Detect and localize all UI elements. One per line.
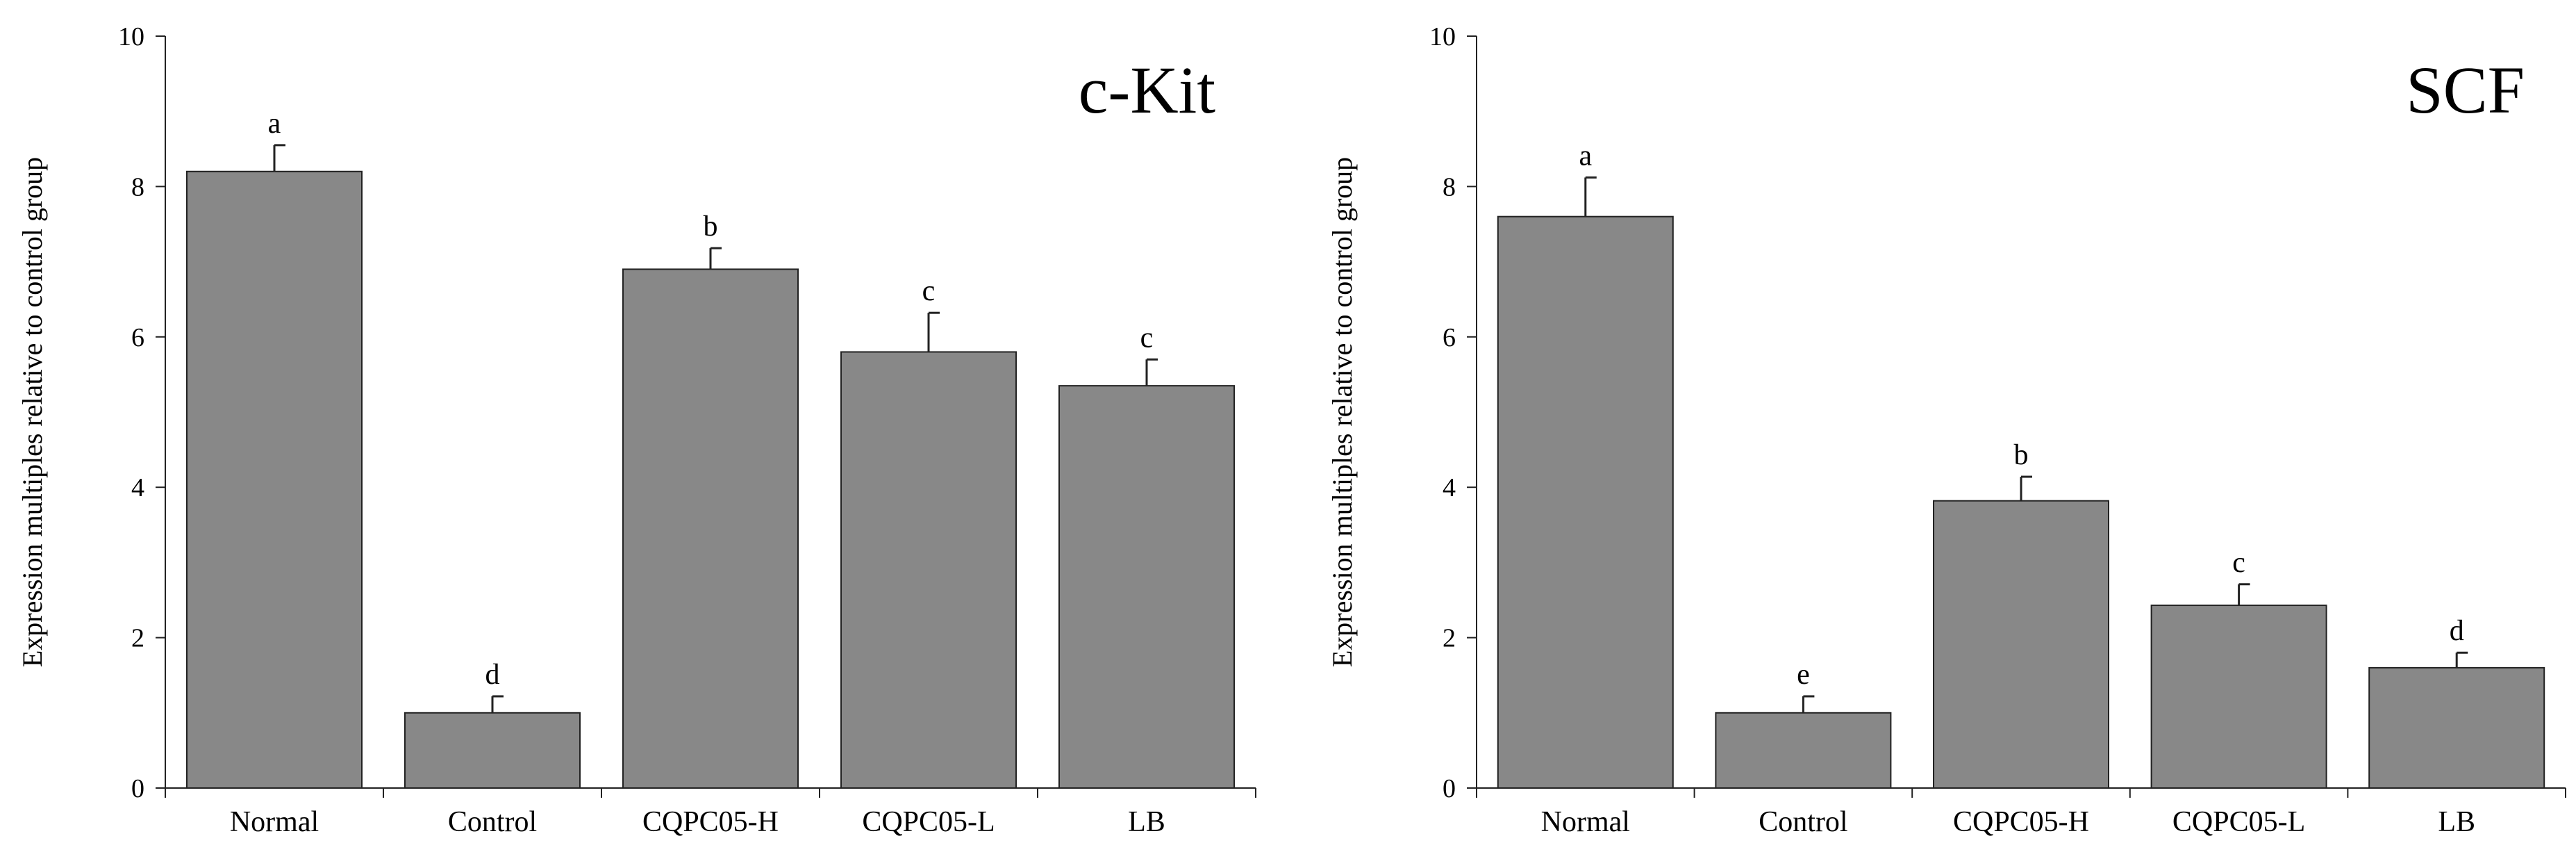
significance-label: b — [704, 211, 718, 243]
x-tick-label: CQPC05-H — [1953, 806, 2089, 838]
x-tick-label: CQPC05-L — [2172, 806, 2305, 838]
bar-lb — [2368, 666, 2545, 789]
x-tick-label: LB — [1128, 806, 1165, 838]
x-tick-label: Control — [448, 806, 537, 838]
bar-control — [404, 712, 581, 789]
bar-normal — [186, 170, 363, 789]
bar-lb — [1058, 385, 1235, 789]
bar-cqpc05-h — [622, 268, 799, 789]
y-tick-label: 8 — [131, 172, 144, 202]
chart-scf: SCF Expression multiples relative to con… — [1327, 22, 2566, 838]
bar-cqpc05-l — [2150, 605, 2327, 789]
bar-control — [1715, 712, 1892, 789]
bar-cqpc05-h — [1933, 500, 2109, 789]
significance-label: c — [1140, 322, 1154, 354]
x-tick-label: Normal — [1541, 806, 1630, 838]
chart-title: SCF — [2406, 53, 2525, 127]
bar-cqpc05-l — [840, 351, 1017, 789]
y-tick-label: 8 — [1443, 172, 1456, 202]
y-tick-label: 6 — [131, 323, 144, 352]
y-tick-label: 2 — [1443, 624, 1456, 653]
chart-title: c-Kit — [1079, 53, 1216, 127]
y-tick-label: 6 — [1443, 323, 1456, 352]
y-tick-label: 10 — [118, 22, 144, 51]
significance-label: c — [2232, 547, 2245, 579]
significance-label: e — [1797, 659, 1810, 691]
significance-label: b — [2014, 439, 2029, 471]
y-tick-label: 4 — [131, 473, 144, 502]
chart-c-kit: c-Kit Expression multiples relative to c… — [17, 22, 1256, 838]
x-tick-label: Control — [1759, 806, 1847, 838]
y-tick-label: 10 — [1429, 22, 1456, 51]
y-axis-label: Expression multiples relative to control… — [17, 157, 48, 667]
significance-label: a — [1579, 140, 1592, 172]
x-tick-label: CQPC05-L — [862, 806, 995, 838]
y-tick-label: 2 — [131, 624, 144, 653]
significance-label: d — [2450, 615, 2464, 647]
bar-normal — [1497, 215, 1674, 789]
y-tick-label: 4 — [1443, 473, 1456, 502]
x-tick-label: Normal — [230, 806, 319, 838]
x-tick-label: LB — [2438, 806, 2475, 838]
y-tick-label: 0 — [1443, 774, 1456, 803]
significance-label: a — [268, 108, 281, 140]
x-tick-label: CQPC05-H — [642, 806, 779, 838]
significance-label: d — [485, 659, 500, 691]
y-axis-label: Expression multiples relative to control… — [1327, 157, 1358, 667]
significance-label: c — [922, 275, 936, 307]
y-tick-label: 0 — [131, 774, 144, 803]
